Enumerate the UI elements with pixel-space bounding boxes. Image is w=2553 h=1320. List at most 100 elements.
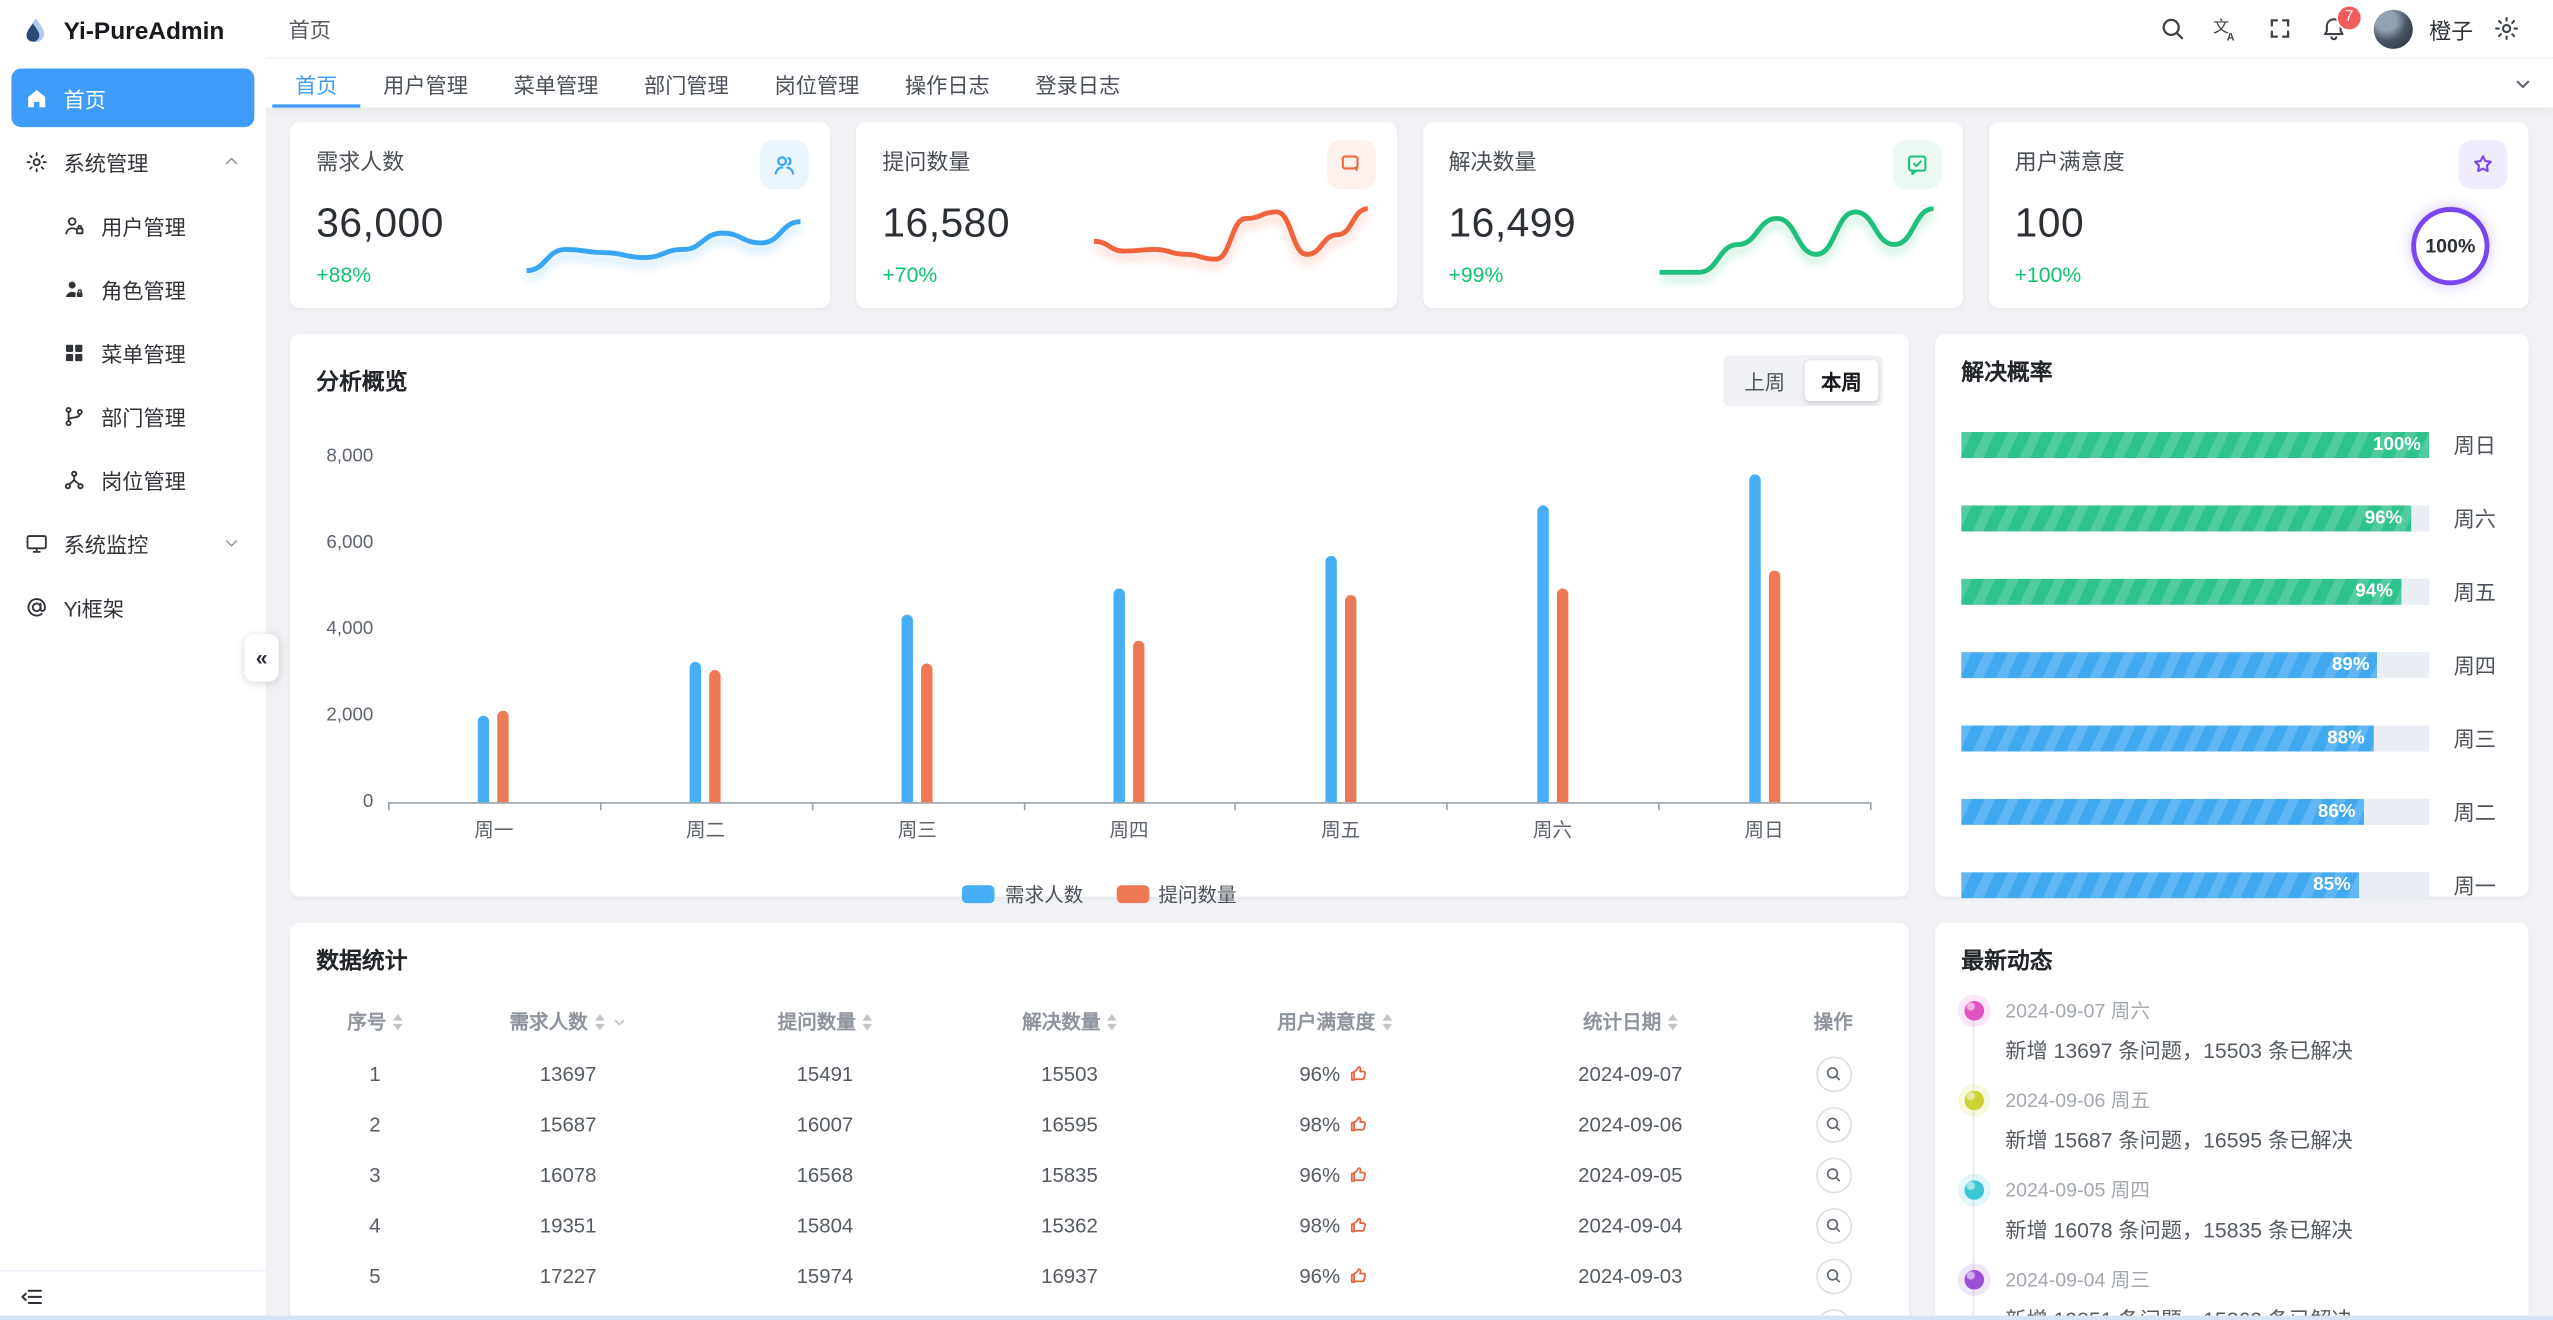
sidebar-item-角色管理[interactable]: 角色管理 — [11, 259, 254, 318]
solve-rate-title: 解决概率 — [1961, 358, 2053, 385]
sidebar-item-岗位管理[interactable]: 岗位管理 — [11, 450, 254, 509]
solve-bar-周二[interactable]: 86% — [1961, 798, 2364, 825]
column-header-统计日期[interactable]: 统计日期 — [1477, 1008, 1783, 1036]
bar-需求人数-周六[interactable] — [1536, 506, 1549, 803]
fullscreen-icon[interactable] — [2255, 4, 2304, 53]
sidebar-item-菜单管理[interactable]: 菜单管理 — [11, 323, 254, 382]
column-header-用户满意度[interactable]: 用户满意度 — [1192, 1008, 1477, 1036]
bar-chart: 0 2,000 4,000 6,000 8,000 — [316, 447, 1883, 812]
bar-提问数量-周一[interactable] — [497, 711, 510, 803]
legend-item-需求人数[interactable]: 需求人数 — [962, 880, 1084, 908]
view-row-button[interactable] — [1815, 1207, 1852, 1244]
tab-岗位管理[interactable]: 岗位管理 — [774, 72, 860, 98]
view-row-button[interactable] — [1815, 1257, 1852, 1294]
breadcrumb[interactable]: 首页 — [288, 17, 331, 43]
tab-首页[interactable]: 首页 — [272, 59, 361, 108]
column-header-label: 用户满意度 — [1277, 1010, 1376, 1034]
username[interactable]: 橙子 — [2429, 18, 2474, 44]
table-row: 3 16078 16568 15835 96% 2024-09-05 — [316, 1149, 1883, 1200]
column-header-解决数量[interactable]: 解决数量 — [947, 1008, 1192, 1036]
x-tick-label: 周二 — [685, 818, 726, 842]
user-avatar[interactable] — [2373, 8, 2413, 49]
tab-登录日志[interactable]: 登录日志 — [1035, 72, 1121, 98]
sidebar-item-label: 菜单管理 — [101, 341, 186, 367]
y-tick-label: 8,000 — [326, 446, 374, 467]
sidebar-item-系统监控[interactable]: 系统监控 — [11, 514, 254, 573]
progress-track: 100% — [1961, 431, 2430, 458]
column-header-需求人数[interactable]: 需求人数 — [434, 1008, 703, 1036]
bar-提问数量-周四[interactable] — [1133, 640, 1145, 803]
tab-菜单管理[interactable]: 菜单管理 — [513, 72, 599, 98]
sidebar-item-系统管理[interactable]: 系统管理 — [11, 132, 254, 191]
sidebar-item-部门管理[interactable]: 部门管理 — [11, 386, 254, 445]
tabs-dropdown-icon[interactable] — [2512, 73, 2533, 94]
sort-carets-icon[interactable] — [1106, 1013, 1117, 1030]
solve-bar-周日[interactable]: 100% — [1961, 431, 2430, 458]
sort-carets-icon[interactable] — [862, 1013, 873, 1030]
bar-提问数量-周六[interactable] — [1556, 588, 1568, 803]
this-week-button[interactable]: 本周 — [1804, 360, 1879, 402]
satisfaction-value: 96% — [1299, 1163, 1341, 1187]
table-cell: 2024-09-07 — [1578, 1062, 1683, 1085]
sidebar-item-首页[interactable]: 首页 — [11, 68, 255, 128]
column-header-序号[interactable]: 序号 — [316, 1008, 433, 1036]
satisfaction-value: 96% — [1299, 1062, 1341, 1085]
sidebar: Yi-PureAdmin 首页 系统管理 用户管理 角色管理菜单管理部门管理 岗位管理系… — [0, 0, 266, 1320]
bell-icon[interactable]: 7 — [2309, 4, 2363, 53]
solve-bar-周四[interactable]: 89% — [1961, 651, 2378, 678]
stat-card-solved: 解决数量 16,499 +99% — [1422, 122, 1963, 309]
sidebar-item-用户管理[interactable]: 用户管理 — [11, 196, 254, 255]
sort-carets-icon[interactable] — [1667, 1013, 1678, 1030]
x-axis-tick — [1023, 802, 1025, 811]
settings-gear-icon[interactable] — [2481, 4, 2530, 53]
sort-carets-icon[interactable] — [594, 1013, 605, 1030]
bar-需求人数-周四[interactable] — [1113, 588, 1125, 803]
satisfaction-value: 98% — [1299, 1112, 1341, 1136]
solve-bar-周三[interactable]: 88% — [1961, 724, 2373, 751]
solve-bar-周一[interactable]: 85% — [1961, 871, 2359, 898]
legend-item-提问数量[interactable]: 提问数量 — [1115, 880, 1237, 908]
legend-chip — [1115, 885, 1149, 904]
solve-bar-周五[interactable]: 94% — [1961, 577, 2402, 605]
stat-label: 解决数量 — [1448, 149, 1537, 175]
sidebar-collapse-button[interactable]: « — [244, 634, 279, 682]
filter-chevron-icon[interactable] — [611, 1013, 627, 1029]
app-logo[interactable]: Yi-PureAdmin — [0, 0, 266, 62]
bar-需求人数-周五[interactable] — [1325, 555, 1337, 803]
sidebar-item-Yi框架[interactable]: Yi框架 — [11, 577, 254, 636]
bar-提问数量-周日[interactable] — [1768, 570, 1780, 803]
progress-day-label: 周三 — [2453, 727, 2497, 752]
sort-carets-icon[interactable] — [392, 1013, 403, 1030]
tab-部门管理[interactable]: 部门管理 — [644, 72, 729, 98]
last-week-button[interactable]: 上周 — [1728, 360, 1801, 401]
stat-delta: +99% — [1448, 262, 1504, 287]
bar-需求人数-周日[interactable] — [1748, 473, 1761, 803]
search-icon[interactable] — [2147, 4, 2196, 53]
solve-row-周四: 89% 周四 — [1961, 649, 2502, 680]
view-row-button[interactable] — [1815, 1055, 1852, 1092]
solve-bar-周六[interactable]: 96% — [1961, 504, 2411, 531]
bar-需求人数-周二[interactable] — [690, 661, 702, 803]
tab-操作日志[interactable]: 操作日志 — [904, 72, 990, 98]
progress-value: 86% — [2317, 801, 2356, 821]
bar-需求人数-周三[interactable] — [901, 614, 914, 803]
legend-label: 需求人数 — [1005, 883, 1084, 907]
view-row-button[interactable] — [1815, 1106, 1852, 1143]
view-row-button[interactable] — [1815, 1156, 1852, 1193]
timeline-item: 2024-09-04 周三 新增 19351 条问题，15362 条已解决 — [1961, 1265, 2502, 1320]
bar-提问数量-周二[interactable] — [709, 670, 722, 803]
menu-fold-icon[interactable] — [20, 1284, 44, 1308]
bar-提问数量-周五[interactable] — [1344, 594, 1357, 803]
table-cell: 2024-09-03 — [1578, 1264, 1683, 1288]
timeline-date: 2024-09-05 周四 — [2005, 1178, 2150, 1202]
bar-提问数量-周三[interactable] — [921, 663, 933, 803]
solve-row-周日: 100% 周日 — [1961, 429, 2502, 460]
bar-需求人数-周一[interactable] — [478, 715, 490, 803]
horizontal-scrollbar[interactable] — [0, 1315, 2553, 1320]
table-cell: 1 — [369, 1062, 381, 1085]
tab-用户管理[interactable]: 用户管理 — [383, 72, 468, 98]
column-header-提问数量[interactable]: 提问数量 — [703, 1008, 948, 1036]
sort-carets-icon[interactable] — [1381, 1013, 1392, 1030]
